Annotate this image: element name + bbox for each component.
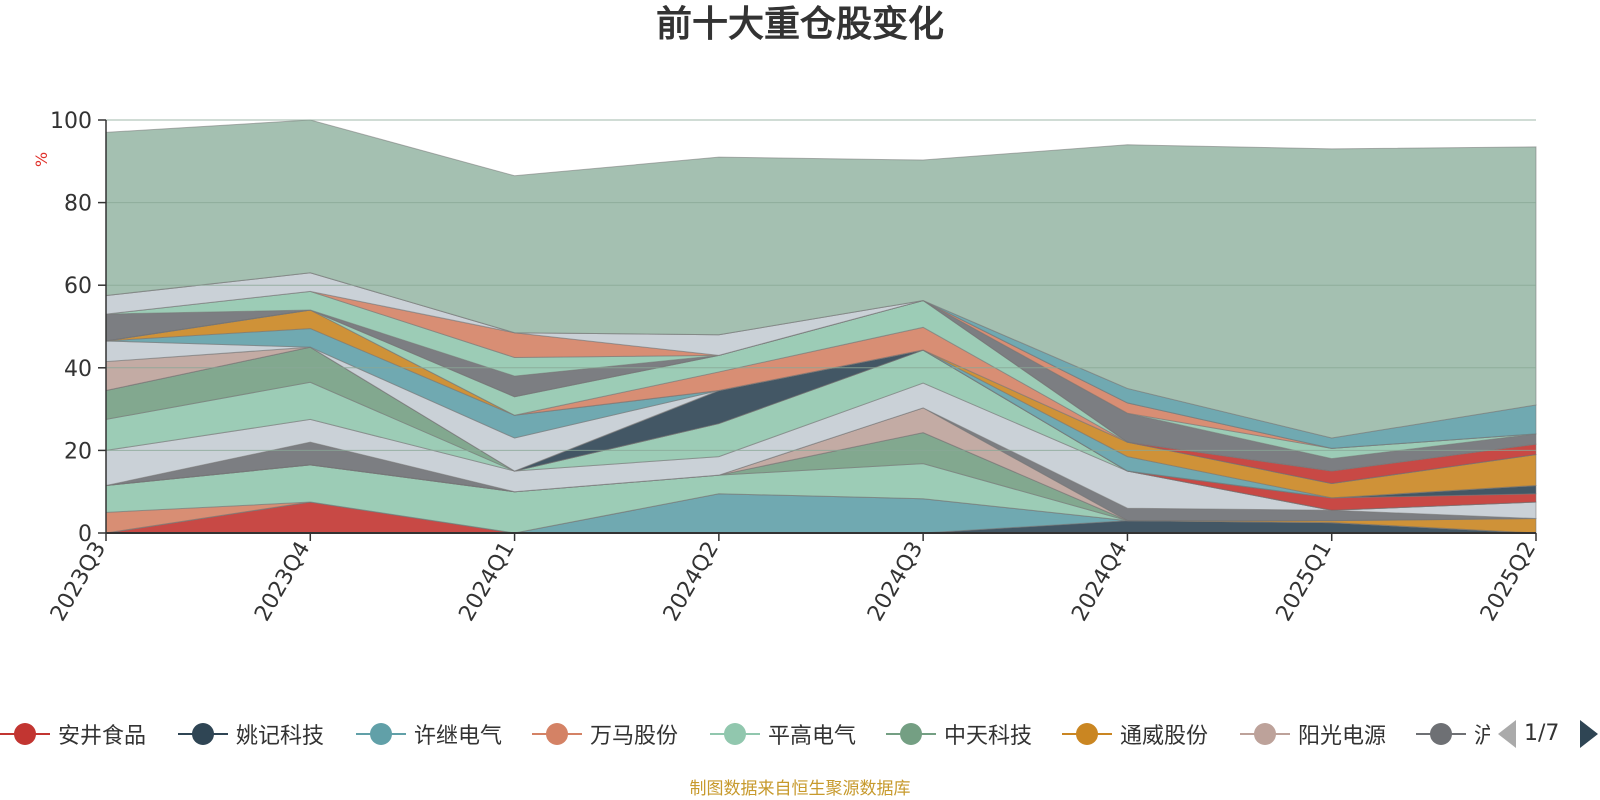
legend-swatch-icon	[886, 716, 936, 752]
y-axis-unit-label: %	[32, 151, 52, 168]
x-tick-label: 2025Q1	[1272, 538, 1337, 626]
legend-label: 万马股份	[590, 724, 679, 749]
legend-page-counter: 1/7	[1524, 721, 1560, 746]
x-tick-label: 2024Q2	[659, 538, 724, 626]
x-tick-label: 2023Q4	[250, 538, 315, 626]
y-tick-label: 80	[64, 192, 92, 217]
legend-item[interactable]: 许继电气	[356, 716, 502, 752]
x-tick-label: 2024Q3	[863, 538, 928, 626]
legend-swatch-icon	[1240, 716, 1290, 752]
stacked-area-chart: 0 20 40 60 80 100 2023Q3 2023Q4 2024Q1 2024Q2 2024…	[46, 109, 1541, 626]
y-tick-label: 100	[50, 109, 92, 134]
legend-label: 沪	[1474, 724, 1490, 749]
x-tick-label: 2023Q3	[46, 538, 111, 626]
legend-label: 平高电气	[768, 724, 857, 749]
legend-item[interactable]: 阳光电源	[1240, 716, 1386, 752]
legend-item[interactable]: 中天科技	[886, 716, 1032, 752]
legend-label: 阳光电源	[1298, 724, 1387, 749]
area-series-group	[105, 119, 1537, 534]
legend-item[interactable]: 通威股份	[1062, 716, 1208, 752]
legend-pager: 1/7	[1496, 716, 1600, 752]
x-tick-label: 2025Q2	[1476, 538, 1541, 626]
legend-prev-page-arrow-icon[interactable]	[1498, 720, 1516, 748]
legend-swatch-icon	[710, 716, 760, 752]
area-series-26	[105, 119, 1537, 439]
legend-label: 中天科技	[944, 724, 1033, 749]
legend: 安井食品 姚记科技 许继电气 万马股份 平高电气 中天科技 通威股份 阳光电源 沪	[0, 716, 1490, 752]
legend-label: 通威股份	[1120, 724, 1209, 749]
data-source-note: 制图数据来自恒生聚源数据库	[689, 779, 911, 799]
y-tick-label: 0	[78, 522, 92, 547]
x-tick-label: 2024Q1	[454, 538, 519, 626]
legend-item[interactable]: 沪	[1416, 716, 1490, 752]
y-tick-label: 20	[64, 439, 92, 464]
chart-title: 前十大重仓股变化	[655, 4, 944, 45]
y-tick-label: 40	[64, 357, 92, 382]
legend-item[interactable]: 万马股份	[532, 716, 678, 752]
y-tick-label: 60	[64, 274, 92, 299]
legend-label: 许继电气	[414, 724, 503, 749]
legend-label: 姚记科技	[236, 724, 325, 749]
legend-item[interactable]: 平高电气	[710, 716, 856, 752]
legend-swatch-icon	[1062, 716, 1112, 752]
legend-label: 安井食品	[58, 724, 147, 749]
x-tick-label: 2024Q4	[1067, 538, 1132, 626]
legend-item[interactable]: 安井食品	[0, 716, 146, 752]
legend-swatch-icon	[356, 716, 406, 752]
legend-swatch-icon	[532, 716, 582, 752]
legend-swatch-icon	[178, 716, 228, 752]
legend-next-page-arrow-icon[interactable]	[1580, 720, 1598, 748]
legend-swatch-icon	[0, 716, 50, 752]
legend-item[interactable]: 姚记科技	[178, 716, 324, 752]
legend-swatch-icon	[1416, 716, 1466, 752]
